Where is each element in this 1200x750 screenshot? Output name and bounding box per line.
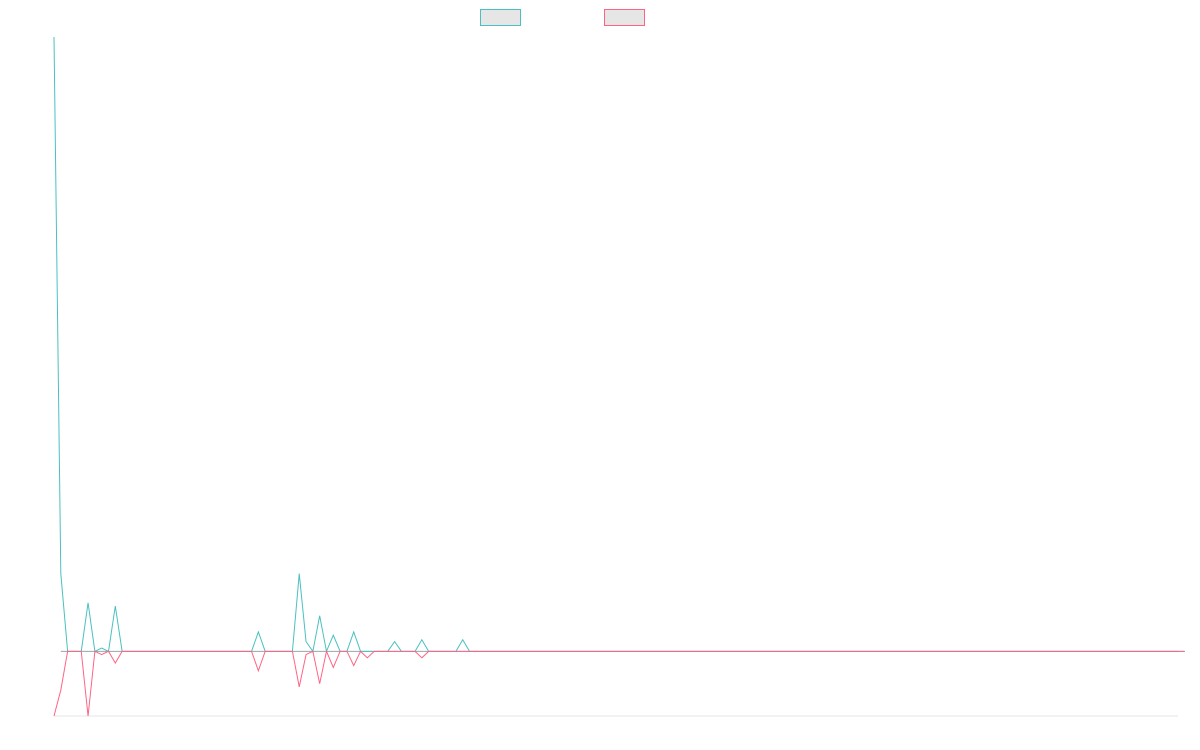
plot-area bbox=[53, 36, 1185, 717]
legend bbox=[480, 9, 645, 26]
legend-swatch-1[interactable] bbox=[480, 9, 521, 26]
series-line-1 bbox=[53, 36, 1185, 654]
legend-swatch-2[interactable] bbox=[604, 9, 645, 26]
series-line-2 bbox=[53, 649, 1185, 717]
